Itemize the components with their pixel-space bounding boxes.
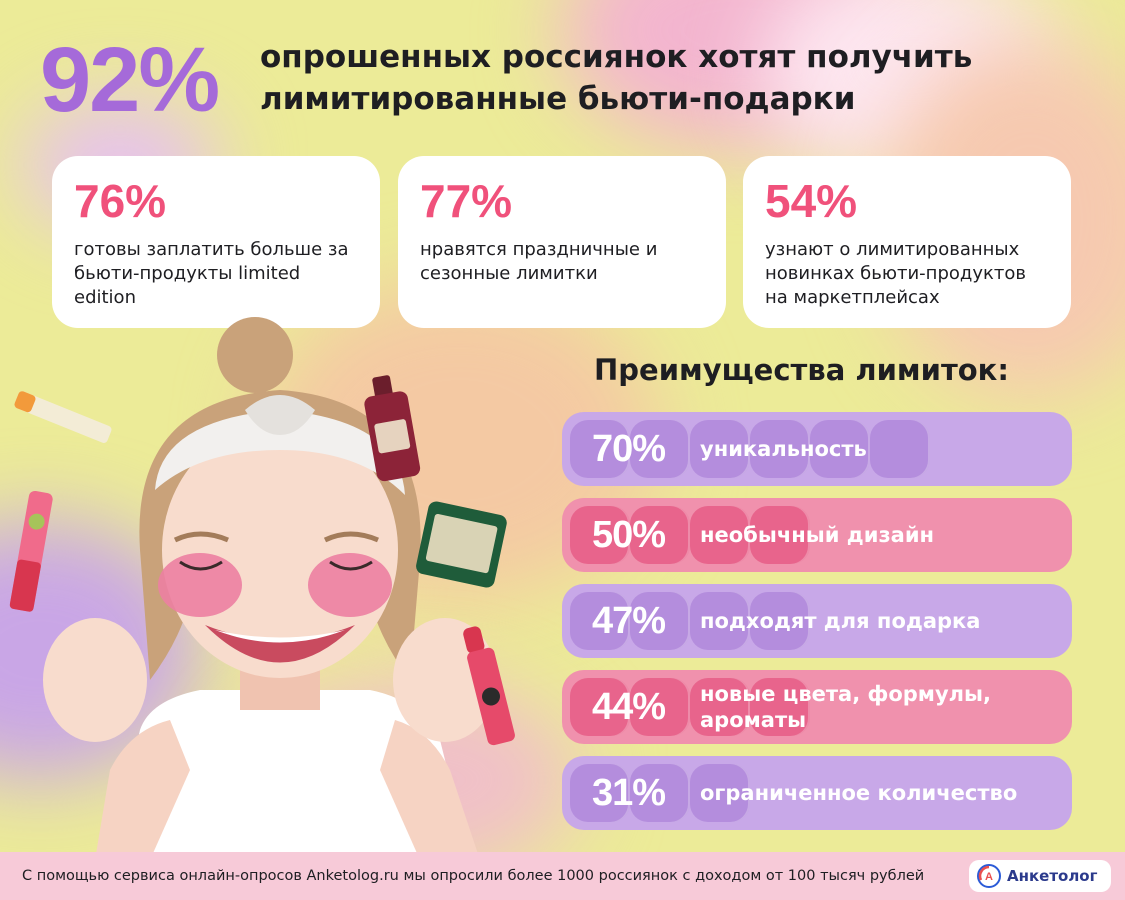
- bar-segment: [690, 506, 750, 564]
- closed-eye: [329, 560, 373, 571]
- stat-card-text: готовы заплатить больше за бьюти-продукт…: [74, 239, 349, 308]
- stat-card-3: 54% узнают о лимитированных новинках бью…: [743, 156, 1071, 328]
- stat-card-2: 77% нравятся праздничные и сезонные лими…: [398, 156, 726, 328]
- headband: [155, 410, 405, 495]
- bar-row: 70% уникальность: [562, 412, 1072, 486]
- bar-row: 44% новые цвета, формулы, ароматы: [562, 670, 1072, 744]
- bar-segment: [630, 678, 690, 736]
- headband-knot: [245, 395, 315, 435]
- eyebrow: [173, 531, 229, 543]
- bar-fill: [570, 592, 810, 650]
- footer: С помощью сервиса онлайн-опросов Anketol…: [0, 852, 1125, 900]
- bar-segment: [750, 506, 810, 564]
- stat-card-1: 76% готовы заплатить больше за бьюти-про…: [52, 156, 380, 328]
- bar-segment: [690, 678, 750, 736]
- bar-segment: [630, 764, 690, 822]
- bar-value-label: 50%: [592, 514, 666, 556]
- pencil-product: [14, 391, 112, 443]
- bar-segment: [750, 678, 810, 736]
- bar-value-label: 70%: [592, 428, 666, 470]
- bar-segment: [690, 764, 750, 822]
- bar-category-label: ограниченное количество: [700, 781, 1018, 805]
- headline-title: опрошенных россиянок хотят получить лими…: [260, 39, 973, 117]
- stat-card-percent: 54%: [765, 175, 858, 227]
- lip-balm-product: [9, 490, 53, 612]
- bar-category-label: необычный дизайн: [700, 523, 935, 547]
- stat-card-text: узнают о лимитированных новинках бьюти-п…: [765, 239, 1026, 308]
- bar-fill: [570, 420, 930, 478]
- bottle-product: [364, 375, 421, 482]
- lipstick-product: [463, 626, 515, 746]
- bar-segment: [630, 420, 690, 478]
- closed-eye: [179, 560, 223, 571]
- bar-segment: [570, 420, 630, 478]
- bar-fill: [570, 506, 817, 564]
- stat-card-percent: 77%: [420, 175, 513, 227]
- bar-category-label: новые цвета, формулы, ароматы: [700, 682, 991, 732]
- logo-text: Анкетолог: [1007, 867, 1098, 885]
- bar-value-label: 31%: [592, 772, 666, 814]
- teeth: [215, 630, 345, 643]
- stat-card-text: нравятся праздничные и сезонные лимитки: [420, 239, 658, 284]
- bar-segment: [570, 592, 630, 650]
- anketolog-logo-icon: A: [977, 864, 1001, 888]
- headline: 92% опрошенных россиянок хотят получить …: [40, 30, 1100, 130]
- chart-title: Преимущества лимиток:: [594, 353, 1009, 387]
- bar-segment: [570, 506, 630, 564]
- bar-segment: [690, 592, 750, 650]
- bar-segment: [870, 420, 930, 478]
- fist: [43, 618, 147, 742]
- woman-illustration: [9, 317, 515, 860]
- bar-segment: [690, 420, 750, 478]
- bar-value-label: 47%: [592, 600, 666, 642]
- bar-segment: [750, 420, 810, 478]
- jar-product: [416, 501, 507, 588]
- bar-row: 47% подходят для подарка: [562, 584, 1072, 658]
- bar-category-label: уникальность: [700, 437, 867, 461]
- bar-fill: [570, 678, 810, 736]
- bar-value-label: 44%: [592, 686, 666, 728]
- anketolog-logo[interactable]: A Анкетолог: [969, 860, 1111, 892]
- shirt: [110, 690, 470, 860]
- shoulder-skin: [380, 720, 480, 860]
- bar-segment: [570, 764, 630, 822]
- eyebrow: [323, 531, 379, 543]
- headline-percent: 92%: [40, 29, 220, 131]
- footer-text: С помощью сервиса онлайн-опросов Anketol…: [22, 868, 925, 884]
- stat-card-percent: 76%: [74, 175, 167, 227]
- bar-row: 31% ограниченное количество: [562, 756, 1072, 830]
- shoulder-skin: [95, 720, 190, 860]
- bar-segment: [630, 592, 690, 650]
- eye-patch: [158, 553, 242, 617]
- bar-category-label: подходят для подарка: [700, 609, 981, 633]
- bar-fill: [570, 764, 750, 822]
- bar-segment: [810, 420, 870, 478]
- smile: [205, 625, 355, 663]
- bar-segment: [750, 592, 810, 650]
- svg-text:A: A: [985, 871, 993, 883]
- eye-patch: [308, 553, 392, 617]
- hair-bun: [217, 317, 293, 393]
- bar-segment: [570, 678, 630, 736]
- bar-segment: [630, 506, 690, 564]
- bar-row: 50% необычный дизайн: [562, 498, 1072, 572]
